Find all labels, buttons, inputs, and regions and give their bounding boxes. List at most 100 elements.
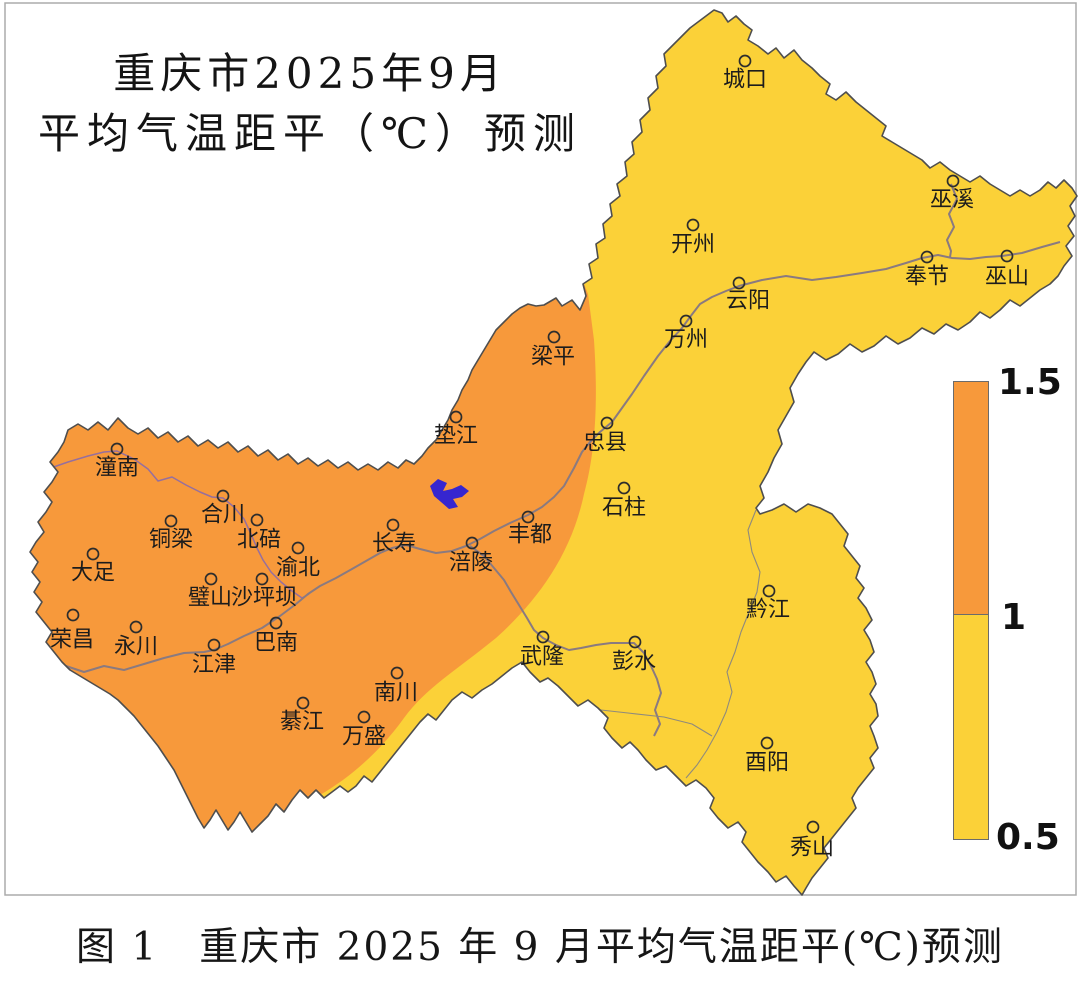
city-长寿: 长寿: [372, 518, 416, 557]
city-marker: [686, 218, 700, 232]
city-label: 奉节: [905, 265, 949, 290]
city-marker: [291, 541, 305, 555]
city-秀山: 秀山: [790, 820, 834, 861]
city-label: 涪陵: [449, 551, 493, 576]
city-marker: [110, 442, 124, 456]
city-marker: [617, 481, 631, 495]
city-沙坪坝: 沙坪坝: [231, 572, 297, 611]
city-label: 北碚: [237, 528, 281, 553]
city-marker: [600, 416, 614, 430]
city-城口: 城口: [723, 54, 767, 93]
city-label: 合川: [201, 503, 245, 528]
city-marker: [269, 616, 283, 630]
city-label: 秀山: [790, 836, 834, 861]
city-巴南: 巴南: [254, 616, 298, 656]
city-开州: 开州: [671, 218, 715, 258]
city-巫溪: 巫溪: [930, 174, 974, 213]
city-酉阳: 酉阳: [745, 736, 789, 776]
wujiang-river: [469, 545, 662, 737]
city-大足: 大足: [71, 547, 115, 586]
city-marker: [204, 572, 218, 586]
city-石柱: 石柱: [602, 481, 646, 521]
city-江津: 江津: [192, 638, 236, 678]
figure-caption: 图 1 重庆市 2025 年 9 月平均气温距平(℃)预测: [76, 925, 1004, 970]
city-marker: [357, 710, 371, 724]
city-label: 荣昌: [50, 628, 94, 653]
city-label: 酉阳: [745, 751, 789, 776]
city-label: 綦江: [280, 710, 324, 735]
city-万州: 万州: [664, 314, 708, 353]
city-marker: [760, 736, 774, 750]
city-marker: [390, 666, 404, 680]
legend-swatch-high: [954, 382, 988, 615]
city-南川: 南川: [374, 666, 418, 706]
city-marker: [762, 584, 776, 598]
district-border-southeast: [685, 509, 761, 779]
legend-label-mid: 1: [1001, 597, 1027, 638]
city-label: 忠县: [583, 431, 627, 456]
city-marker: [66, 608, 80, 622]
city-label: 永川: [114, 635, 158, 660]
city-潼南: 潼南: [95, 442, 139, 481]
city-label: 潼南: [95, 456, 139, 481]
legend-swatch-low: [954, 615, 988, 839]
city-marker: [806, 820, 820, 834]
city-marker: [386, 518, 400, 532]
city-marker: [86, 547, 100, 561]
city-璧山: 璧山: [188, 572, 232, 611]
city-label: 梁平: [531, 345, 575, 370]
city-label: 巫溪: [930, 188, 974, 213]
city-marker: [449, 410, 463, 424]
city-梁平: 梁平: [531, 330, 575, 370]
city-武隆: 武隆: [520, 630, 564, 670]
yangtze-river: [45, 241, 1061, 673]
city-marker: [521, 510, 535, 524]
city-marker: [738, 54, 752, 68]
city-label: 云阳: [726, 289, 770, 314]
city-label: 巫山: [985, 265, 1029, 290]
city-label: 垫江: [434, 424, 478, 449]
city-涪陵: 涪陵: [449, 536, 493, 576]
city-奉节: 奉节: [905, 250, 949, 290]
city-label: 武隆: [520, 645, 564, 670]
city-label: 璧山: [188, 586, 232, 611]
city-marker: [628, 635, 642, 649]
city-marker: [207, 638, 221, 652]
city-label: 江津: [192, 653, 236, 678]
city-label: 南川: [374, 681, 418, 706]
legend-label-max: 1.5: [998, 362, 1062, 403]
city-label: 彭水: [612, 650, 656, 675]
city-marker: [679, 314, 693, 328]
city-label: 巴南: [254, 631, 298, 656]
map-title-line1: 重庆市2025年9月: [113, 49, 507, 98]
city-綦江: 綦江: [280, 696, 324, 735]
city-label: 沙坪坝: [231, 586, 297, 611]
map-title-line2: 平均气温距平（℃）预测: [38, 109, 582, 158]
city-label: 大足: [71, 561, 115, 586]
city-marker: [1000, 249, 1014, 263]
city-铜梁: 铜梁: [149, 514, 193, 553]
city-label: 铜梁: [149, 528, 193, 553]
city-marker: [255, 572, 269, 586]
city-marker: [536, 630, 550, 644]
region-outline: [29, 9, 1078, 896]
city-label: 黔江: [746, 598, 790, 623]
city-marker: [164, 514, 178, 528]
city-label: 万州: [664, 328, 708, 353]
city-marker: [920, 250, 934, 264]
city-label: 万盛: [342, 725, 386, 750]
city-云阳: 云阳: [726, 276, 770, 314]
city-黔江: 黔江: [746, 584, 790, 623]
city-万盛: 万盛: [342, 710, 386, 750]
city-marker: [465, 536, 479, 550]
city-marker: [946, 174, 960, 188]
legend-label-min: 0.5: [996, 817, 1060, 858]
city-label: 城口: [723, 68, 767, 93]
city-垫江: 垫江: [434, 410, 478, 449]
city-合川: 合川: [201, 489, 245, 528]
city-marker: [296, 696, 310, 710]
city-label: 渝北: [276, 556, 320, 581]
city-彭水: 彭水: [612, 635, 656, 675]
legend-colorbar: [953, 381, 989, 840]
